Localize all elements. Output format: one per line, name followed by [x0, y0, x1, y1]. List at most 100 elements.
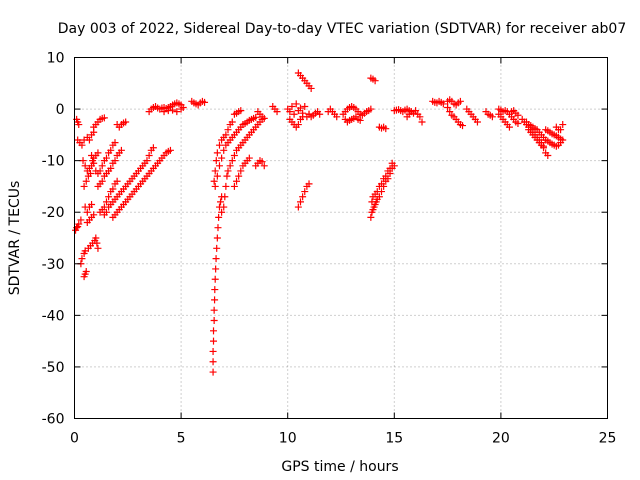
data-point-marker [307, 84, 315, 92]
data-series [72, 69, 567, 376]
data-point-marker [514, 111, 522, 119]
data-point-marker [223, 172, 231, 180]
data-point-marker [212, 255, 220, 263]
data-point-marker [378, 180, 386, 188]
data-point-marker [224, 126, 232, 134]
data-point-marker [122, 118, 130, 126]
x-tick-label: 0 [70, 431, 79, 447]
data-point-marker [514, 120, 522, 128]
data-point-marker [90, 211, 98, 219]
data-point-marker [93, 239, 101, 247]
data-point-marker [446, 108, 454, 116]
data-point-marker [382, 125, 390, 133]
data-point-marker [260, 162, 268, 170]
data-point-marker [75, 220, 83, 228]
data-point-marker [107, 164, 115, 172]
data-point-marker [230, 151, 238, 159]
data-point-marker [386, 164, 394, 172]
data-point-marker [92, 234, 100, 242]
data-point-marker [473, 118, 481, 126]
data-point-marker [273, 108, 281, 116]
data-point-marker [228, 157, 236, 165]
data-point-marker [412, 107, 420, 115]
data-point-marker [96, 167, 104, 175]
data-point-marker [113, 177, 121, 185]
data-point-marker [211, 296, 219, 304]
data-point-marker [102, 198, 110, 206]
data-point-marker [557, 126, 565, 134]
data-point-marker [286, 108, 294, 116]
x-tick-label: 25 [599, 431, 617, 447]
x-tick-label: 15 [385, 431, 403, 447]
data-point-marker [143, 157, 151, 165]
data-point-marker [221, 193, 229, 201]
data-point-marker [373, 188, 381, 196]
data-point-marker [215, 213, 223, 221]
data-point-marker [98, 177, 106, 185]
data-point-marker [98, 162, 106, 170]
y-tick-label: -40 [42, 308, 65, 324]
data-point-marker [100, 114, 108, 122]
y-tick-label: -60 [42, 412, 65, 428]
data-point-marker [94, 149, 102, 157]
data-point-marker [505, 123, 513, 131]
data-point-marker [375, 193, 383, 201]
data-point-marker [237, 107, 245, 115]
data-point-marker [109, 185, 117, 193]
data-point-marker [296, 104, 304, 112]
data-point-marker [210, 177, 218, 185]
data-point-marker [78, 141, 86, 149]
data-point-marker [418, 118, 426, 126]
data-point-marker [220, 203, 228, 211]
data-point-marker [218, 154, 226, 162]
data-point-marker [102, 208, 110, 216]
x-tick-label: 20 [492, 431, 510, 447]
data-point-marker [94, 244, 102, 252]
data-point-marker [367, 105, 375, 113]
data-point-marker [260, 114, 268, 122]
data-point-marker [77, 216, 85, 224]
x-tick-label: 5 [177, 431, 186, 447]
data-point-marker [211, 286, 219, 294]
data-point-marker [292, 100, 300, 108]
data-point-marker [382, 172, 390, 180]
data-point-marker [160, 108, 168, 116]
data-point-marker [230, 182, 238, 190]
data-point-marker [210, 327, 218, 335]
axis-ticks: 0 5 10 15 20 25 -60 -50 -40 -30 -20 -10 0 10 [42, 51, 617, 447]
y-tick-label: -20 [42, 205, 65, 221]
chart-title: Day 003 of 2022, Sidereal Day-to-day VTE… [58, 21, 627, 37]
data-point-marker [488, 113, 496, 121]
data-point-marker [85, 136, 93, 144]
data-point-marker [371, 77, 379, 85]
data-point-marker [111, 139, 119, 147]
data-point-marker [210, 337, 218, 345]
data-point-marker [299, 113, 307, 121]
data-point-marker [145, 151, 153, 159]
data-point-marker [179, 104, 187, 112]
data-point-marker [111, 157, 119, 165]
data-point-marker [228, 118, 236, 126]
x-axis-label: GPS time / hours [281, 459, 398, 475]
data-point-marker [290, 110, 298, 118]
data-point-marker [80, 182, 88, 190]
data-point-marker [213, 244, 221, 252]
data-point-marker [83, 208, 91, 216]
data-point-marker [210, 317, 218, 325]
data-point-marker [149, 144, 157, 152]
data-point-marker [210, 306, 218, 314]
data-point-marker [117, 146, 125, 154]
data-point-marker [166, 146, 174, 154]
data-point-marker [301, 188, 309, 196]
data-point-marker [212, 265, 220, 273]
data-point-marker [233, 177, 241, 185]
data-point-marker [214, 224, 222, 232]
data-point-marker [78, 255, 86, 263]
data-point-marker [544, 151, 552, 159]
y-tick-label: -30 [42, 257, 65, 273]
data-point-marker [201, 98, 209, 106]
data-point-marker [102, 154, 110, 162]
data-point-marker [388, 159, 396, 167]
plot-frame [74, 57, 608, 419]
